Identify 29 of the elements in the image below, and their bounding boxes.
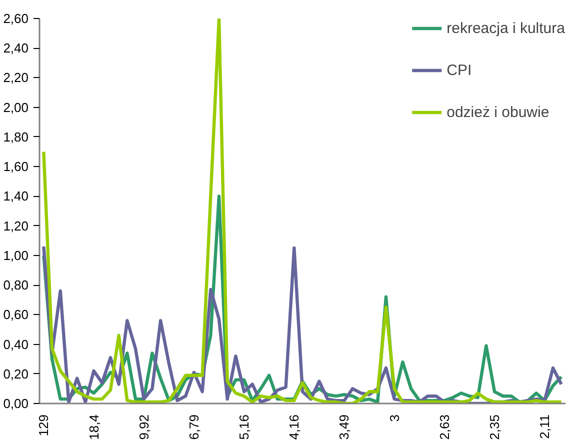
x-tick-label: 3 (386, 414, 402, 422)
legend-label: rekreacja i kultura (446, 20, 565, 36)
y-tick-label: 1,60 (3, 159, 29, 174)
y-tick-label: 0,20 (3, 366, 29, 382)
x-tick-label: 18,4 (86, 414, 102, 440)
x-tick-label: 6,79 (186, 414, 202, 440)
legend-label: CPI (446, 62, 472, 78)
x-tick-label: 9,92 (136, 414, 152, 440)
y-tick-label: 0,60 (3, 307, 29, 322)
y-tick-label: 0,00 (3, 396, 29, 411)
y-tick-label: 0,40 (3, 336, 29, 352)
x-tick-label: 2,35 (487, 414, 502, 440)
y-tick-label: 1,00 (3, 248, 29, 263)
legend-label: odzież i obuwie (446, 104, 550, 120)
y-tick-label: 2,20 (3, 70, 29, 86)
x-tick-label: 2,11 (537, 414, 552, 439)
x-tick-label: 4,16 (286, 414, 302, 440)
x-tick-label: 129 (36, 414, 52, 436)
y-tick-label: 2,40 (3, 40, 29, 56)
y-tick-label: 1,20 (3, 218, 29, 234)
x-tick-label: 2,63 (436, 414, 452, 440)
x-tick-label: 3,49 (336, 414, 352, 440)
y-tick-label: 2,00 (3, 100, 29, 115)
y-tick-label: 2,60 (3, 11, 29, 26)
x-tick-label: 5,16 (236, 414, 252, 440)
y-tick-label: 1,40 (3, 188, 29, 204)
y-tick-label: 1,80 (3, 129, 29, 144)
y-tick-label: 0,80 (3, 278, 29, 293)
line-series (42, 18, 563, 404)
